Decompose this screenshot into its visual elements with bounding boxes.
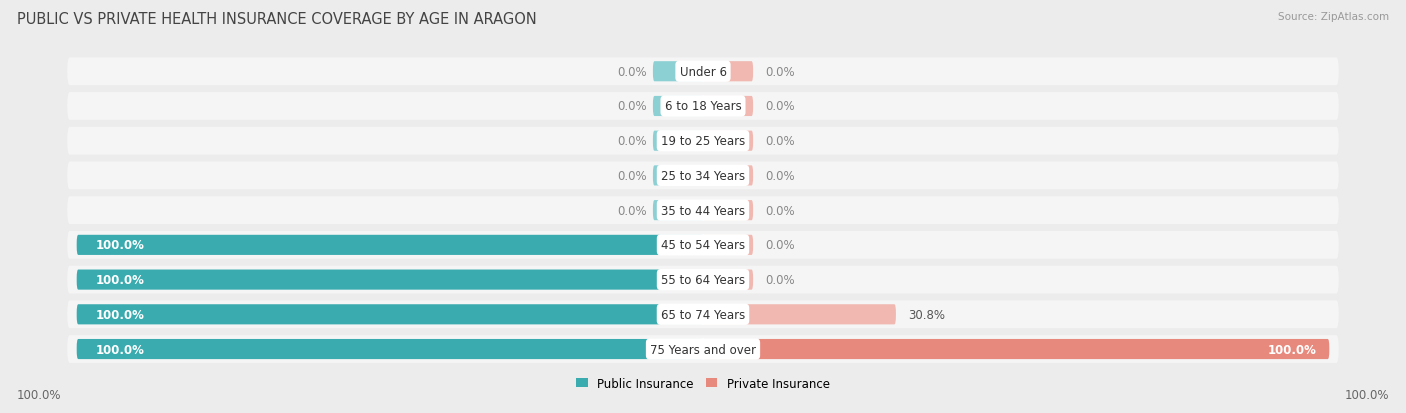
FancyBboxPatch shape bbox=[652, 62, 703, 82]
Text: 0.0%: 0.0% bbox=[617, 135, 647, 148]
FancyBboxPatch shape bbox=[703, 235, 754, 255]
Text: 75 Years and over: 75 Years and over bbox=[650, 343, 756, 356]
Text: 35 to 44 Years: 35 to 44 Years bbox=[661, 204, 745, 217]
Text: 25 to 34 Years: 25 to 34 Years bbox=[661, 169, 745, 183]
FancyBboxPatch shape bbox=[77, 270, 703, 290]
Text: 100.0%: 100.0% bbox=[1344, 388, 1389, 401]
Text: 0.0%: 0.0% bbox=[766, 239, 796, 252]
Text: 0.0%: 0.0% bbox=[617, 100, 647, 113]
Text: 45 to 54 Years: 45 to 54 Years bbox=[661, 239, 745, 252]
Text: PUBLIC VS PRIVATE HEALTH INSURANCE COVERAGE BY AGE IN ARAGON: PUBLIC VS PRIVATE HEALTH INSURANCE COVER… bbox=[17, 12, 537, 27]
Text: 30.8%: 30.8% bbox=[908, 308, 945, 321]
FancyBboxPatch shape bbox=[77, 339, 703, 359]
Text: 100.0%: 100.0% bbox=[96, 273, 145, 286]
Text: 0.0%: 0.0% bbox=[617, 204, 647, 217]
FancyBboxPatch shape bbox=[77, 235, 703, 255]
FancyBboxPatch shape bbox=[67, 128, 1339, 155]
FancyBboxPatch shape bbox=[77, 304, 703, 325]
Text: 0.0%: 0.0% bbox=[766, 169, 796, 183]
FancyBboxPatch shape bbox=[703, 131, 754, 152]
FancyBboxPatch shape bbox=[67, 335, 1339, 363]
Text: 55 to 64 Years: 55 to 64 Years bbox=[661, 273, 745, 286]
Text: 0.0%: 0.0% bbox=[766, 100, 796, 113]
Text: 19 to 25 Years: 19 to 25 Years bbox=[661, 135, 745, 148]
Text: 0.0%: 0.0% bbox=[766, 273, 796, 286]
FancyBboxPatch shape bbox=[67, 93, 1339, 121]
Text: 100.0%: 100.0% bbox=[96, 308, 145, 321]
Text: 0.0%: 0.0% bbox=[617, 66, 647, 78]
Text: 0.0%: 0.0% bbox=[766, 66, 796, 78]
FancyBboxPatch shape bbox=[652, 97, 703, 117]
Legend: Public Insurance, Private Insurance: Public Insurance, Private Insurance bbox=[571, 373, 835, 395]
FancyBboxPatch shape bbox=[652, 201, 703, 221]
FancyBboxPatch shape bbox=[67, 197, 1339, 225]
Text: 6 to 18 Years: 6 to 18 Years bbox=[665, 100, 741, 113]
Text: Source: ZipAtlas.com: Source: ZipAtlas.com bbox=[1278, 12, 1389, 22]
Text: 0.0%: 0.0% bbox=[766, 204, 796, 217]
FancyBboxPatch shape bbox=[703, 201, 754, 221]
FancyBboxPatch shape bbox=[703, 97, 754, 117]
Text: 100.0%: 100.0% bbox=[96, 343, 145, 356]
FancyBboxPatch shape bbox=[703, 166, 754, 186]
Text: 100.0%: 100.0% bbox=[17, 388, 62, 401]
Text: 0.0%: 0.0% bbox=[766, 135, 796, 148]
FancyBboxPatch shape bbox=[67, 162, 1339, 190]
FancyBboxPatch shape bbox=[703, 339, 1329, 359]
FancyBboxPatch shape bbox=[703, 304, 896, 325]
FancyBboxPatch shape bbox=[703, 62, 754, 82]
FancyBboxPatch shape bbox=[67, 266, 1339, 294]
FancyBboxPatch shape bbox=[652, 131, 703, 152]
Text: 65 to 74 Years: 65 to 74 Years bbox=[661, 308, 745, 321]
Text: 100.0%: 100.0% bbox=[96, 239, 145, 252]
Text: 100.0%: 100.0% bbox=[1268, 343, 1317, 356]
Text: 0.0%: 0.0% bbox=[617, 169, 647, 183]
FancyBboxPatch shape bbox=[703, 270, 754, 290]
FancyBboxPatch shape bbox=[67, 301, 1339, 328]
FancyBboxPatch shape bbox=[67, 231, 1339, 259]
FancyBboxPatch shape bbox=[67, 58, 1339, 86]
FancyBboxPatch shape bbox=[652, 166, 703, 186]
Text: Under 6: Under 6 bbox=[679, 66, 727, 78]
